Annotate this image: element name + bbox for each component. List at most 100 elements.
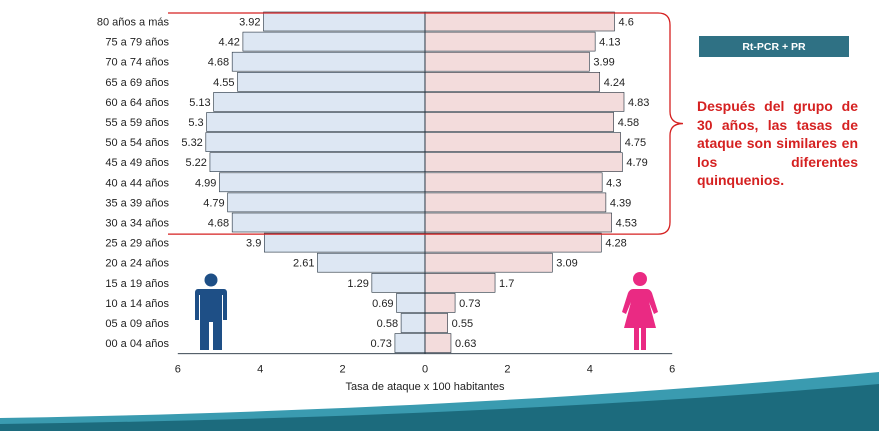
bar-male-40-a-44-a-os — [219, 172, 426, 193]
data-label-bg-female-60-a-64-a-os — [625, 94, 656, 110]
data-label-male-00-a-04-a-os: 0.73 — [371, 338, 392, 350]
bar-female-35-a-39-a-os — [424, 192, 607, 213]
data-label-male-40-a-44-a-os: 4.99 — [195, 177, 216, 189]
data-label-bg-female-80-a-os-a-m-s — [616, 14, 647, 29]
category-label-20-a-24-a-os: 20 a 24 años — [105, 258, 169, 270]
category-label-60-a-64-a-os: 60 a 64 años — [105, 97, 169, 109]
data-label-female-75-a-79-a-os: 4.13 — [599, 37, 620, 49]
category-label-30-a-34-a-os: 30 a 34 años — [105, 218, 169, 230]
data-label-female-15-a-19-a-os: 1.7 — [499, 278, 514, 290]
data-label-bg-female-45-a-49-a-os — [624, 154, 655, 170]
data-label-female-45-a-49-a-os: 4.79 — [626, 157, 647, 169]
data-label-male-25-a-29-a-os: 3.9 — [246, 238, 261, 250]
labels-layer: 80 años a más 3.92 4.6 75 a 79 años 4.42 4.13… — [97, 14, 656, 351]
data-label-bg-male-40-a-44-a-os — [187, 174, 218, 190]
data-label-bg-male-15-a-19-a-os — [339, 275, 370, 291]
data-label-female-80-a-os-a-m-s: 4.6 — [619, 17, 634, 29]
data-label-female-25-a-29-a-os: 4.28 — [605, 238, 626, 250]
bar-female-30-a-34-a-os — [424, 212, 612, 233]
x-tick-label: 4 — [257, 364, 263, 376]
data-label-female-40-a-44-a-os: 4.3 — [606, 177, 621, 189]
data-label-bg-male-50-a-54-a-os — [173, 134, 204, 150]
x-tick-label: 4 — [587, 364, 593, 376]
data-label-bg-female-75-a-79-a-os — [597, 34, 628, 50]
bar-male-75-a-79-a-os — [242, 31, 426, 52]
category-label-15-a-19-a-os: 15 a 19 años — [105, 278, 169, 290]
annotation-text: Después del grupo de 30 años, las tasas … — [697, 98, 858, 188]
data-label-male-15-a-19-a-os: 1.29 — [347, 278, 368, 290]
bar-female-10-a-14-a-os — [424, 293, 456, 313]
bar-female-55-a-59-a-os — [424, 112, 614, 132]
category-label-05-a-09-a-os: 05 a 09 años — [105, 318, 169, 330]
category-label-45-a-49-a-os: 45 a 49 años — [105, 157, 169, 169]
bar-female-80-a-os-a-m-s — [424, 11, 615, 32]
data-label-female-65-a-69-a-os: 4.24 — [604, 77, 625, 89]
footer-wave — [0, 372, 879, 431]
bars-layer — [205, 11, 625, 353]
bar-female-05-a-09-a-os — [424, 313, 448, 333]
category-label-35-a-39-a-os: 35 a 39 años — [105, 197, 169, 209]
data-label-male-70-a-74-a-os: 4.68 — [208, 57, 229, 69]
bar-female-75-a-79-a-os — [424, 31, 596, 52]
data-label-bg-male-60-a-64-a-os — [181, 94, 212, 110]
x-tick-label: 6 — [175, 364, 181, 376]
data-label-female-10-a-14-a-os: 0.73 — [459, 298, 480, 310]
x-tick-label: 2 — [340, 364, 346, 376]
data-label-female-20-a-24-a-os: 3.09 — [556, 258, 577, 270]
bar-female-00-a-04-a-os — [424, 333, 452, 353]
bar-female-20-a-24-a-os — [424, 252, 553, 273]
bar-male-55-a-59-a-os — [206, 112, 426, 132]
data-label-female-35-a-39-a-os: 4.39 — [610, 197, 631, 209]
category-label-70-a-74-a-os: 70 a 74 años — [105, 57, 169, 69]
data-label-female-70-a-74-a-os: 3.99 — [593, 57, 614, 69]
bar-male-70-a-74-a-os — [231, 51, 426, 72]
data-label-female-00-a-04-a-os: 0.63 — [455, 338, 476, 350]
data-label-bg-male-30-a-34-a-os — [200, 215, 231, 230]
data-label-bg-male-75-a-79-a-os — [210, 34, 241, 50]
data-label-female-55-a-59-a-os: 4.58 — [618, 117, 639, 129]
category-label-80-a-os-a-m-s: 80 años a más — [97, 17, 170, 29]
bar-female-40-a-44-a-os — [424, 172, 603, 193]
data-label-bg-female-05-a-09-a-os — [449, 315, 480, 331]
bar-female-25-a-29-a-os — [424, 232, 602, 253]
bar-female-50-a-54-a-os — [424, 132, 621, 152]
data-label-female-30-a-34-a-os: 4.53 — [616, 218, 637, 230]
data-label-bg-male-20-a-24-a-os — [285, 255, 316, 271]
data-label-bg-female-50-a-54-a-os — [622, 134, 653, 150]
bar-male-35-a-39-a-os — [227, 192, 426, 213]
bar-male-30-a-34-a-os — [231, 212, 426, 233]
highlight-bracket — [168, 12, 684, 235]
category-label-50-a-54-a-os: 50 a 54 años — [105, 137, 169, 149]
data-label-bg-female-10-a-14-a-os — [457, 295, 488, 311]
data-label-bg-male-10-a-14-a-os — [364, 295, 395, 311]
bar-female-15-a-19-a-os — [424, 272, 496, 293]
bar-male-15-a-19-a-os — [371, 272, 426, 293]
data-label-bg-male-35-a-39-a-os — [195, 194, 226, 210]
bar-male-10-a-14-a-os — [396, 293, 426, 313]
bar-male-65-a-69-a-os — [237, 72, 426, 92]
data-label-bg-female-55-a-59-a-os — [615, 114, 646, 130]
bar-male-80-a-os-a-m-s — [263, 11, 426, 32]
data-label-bg-female-20-a-24-a-os — [554, 255, 585, 271]
data-label-male-20-a-24-a-os: 2.61 — [293, 258, 314, 270]
data-label-bg-male-80-a-os-a-m-s — [231, 14, 262, 29]
x-tick-label: 0 — [422, 364, 428, 376]
data-label-male-10-a-14-a-os: 0.69 — [372, 298, 393, 310]
category-label-65-a-69-a-os: 65 a 69 años — [105, 77, 169, 89]
bar-female-60-a-64-a-os — [424, 92, 625, 112]
bar-female-70-a-74-a-os — [424, 51, 590, 72]
x-axis: 6 4 2 0 2 4 6 — [175, 12, 675, 376]
data-label-male-35-a-39-a-os: 4.79 — [203, 197, 224, 209]
bar-male-50-a-54-a-os — [205, 132, 426, 152]
method-badge: Rt-PCR + PR — [699, 36, 849, 57]
data-label-bg-male-65-a-69-a-os — [205, 74, 236, 90]
data-label-bg-female-65-a-69-a-os — [601, 74, 632, 90]
data-label-bg-male-45-a-49-a-os — [177, 154, 208, 170]
bar-male-60-a-64-a-os — [213, 92, 426, 112]
data-label-bg-female-35-a-39-a-os — [607, 194, 638, 210]
bar-female-45-a-49-a-os — [424, 152, 623, 172]
data-label-bg-male-25-a-29-a-os — [232, 235, 263, 251]
data-label-male-75-a-79-a-os: 4.42 — [218, 37, 239, 49]
data-label-bg-female-15-a-19-a-os — [497, 275, 528, 291]
